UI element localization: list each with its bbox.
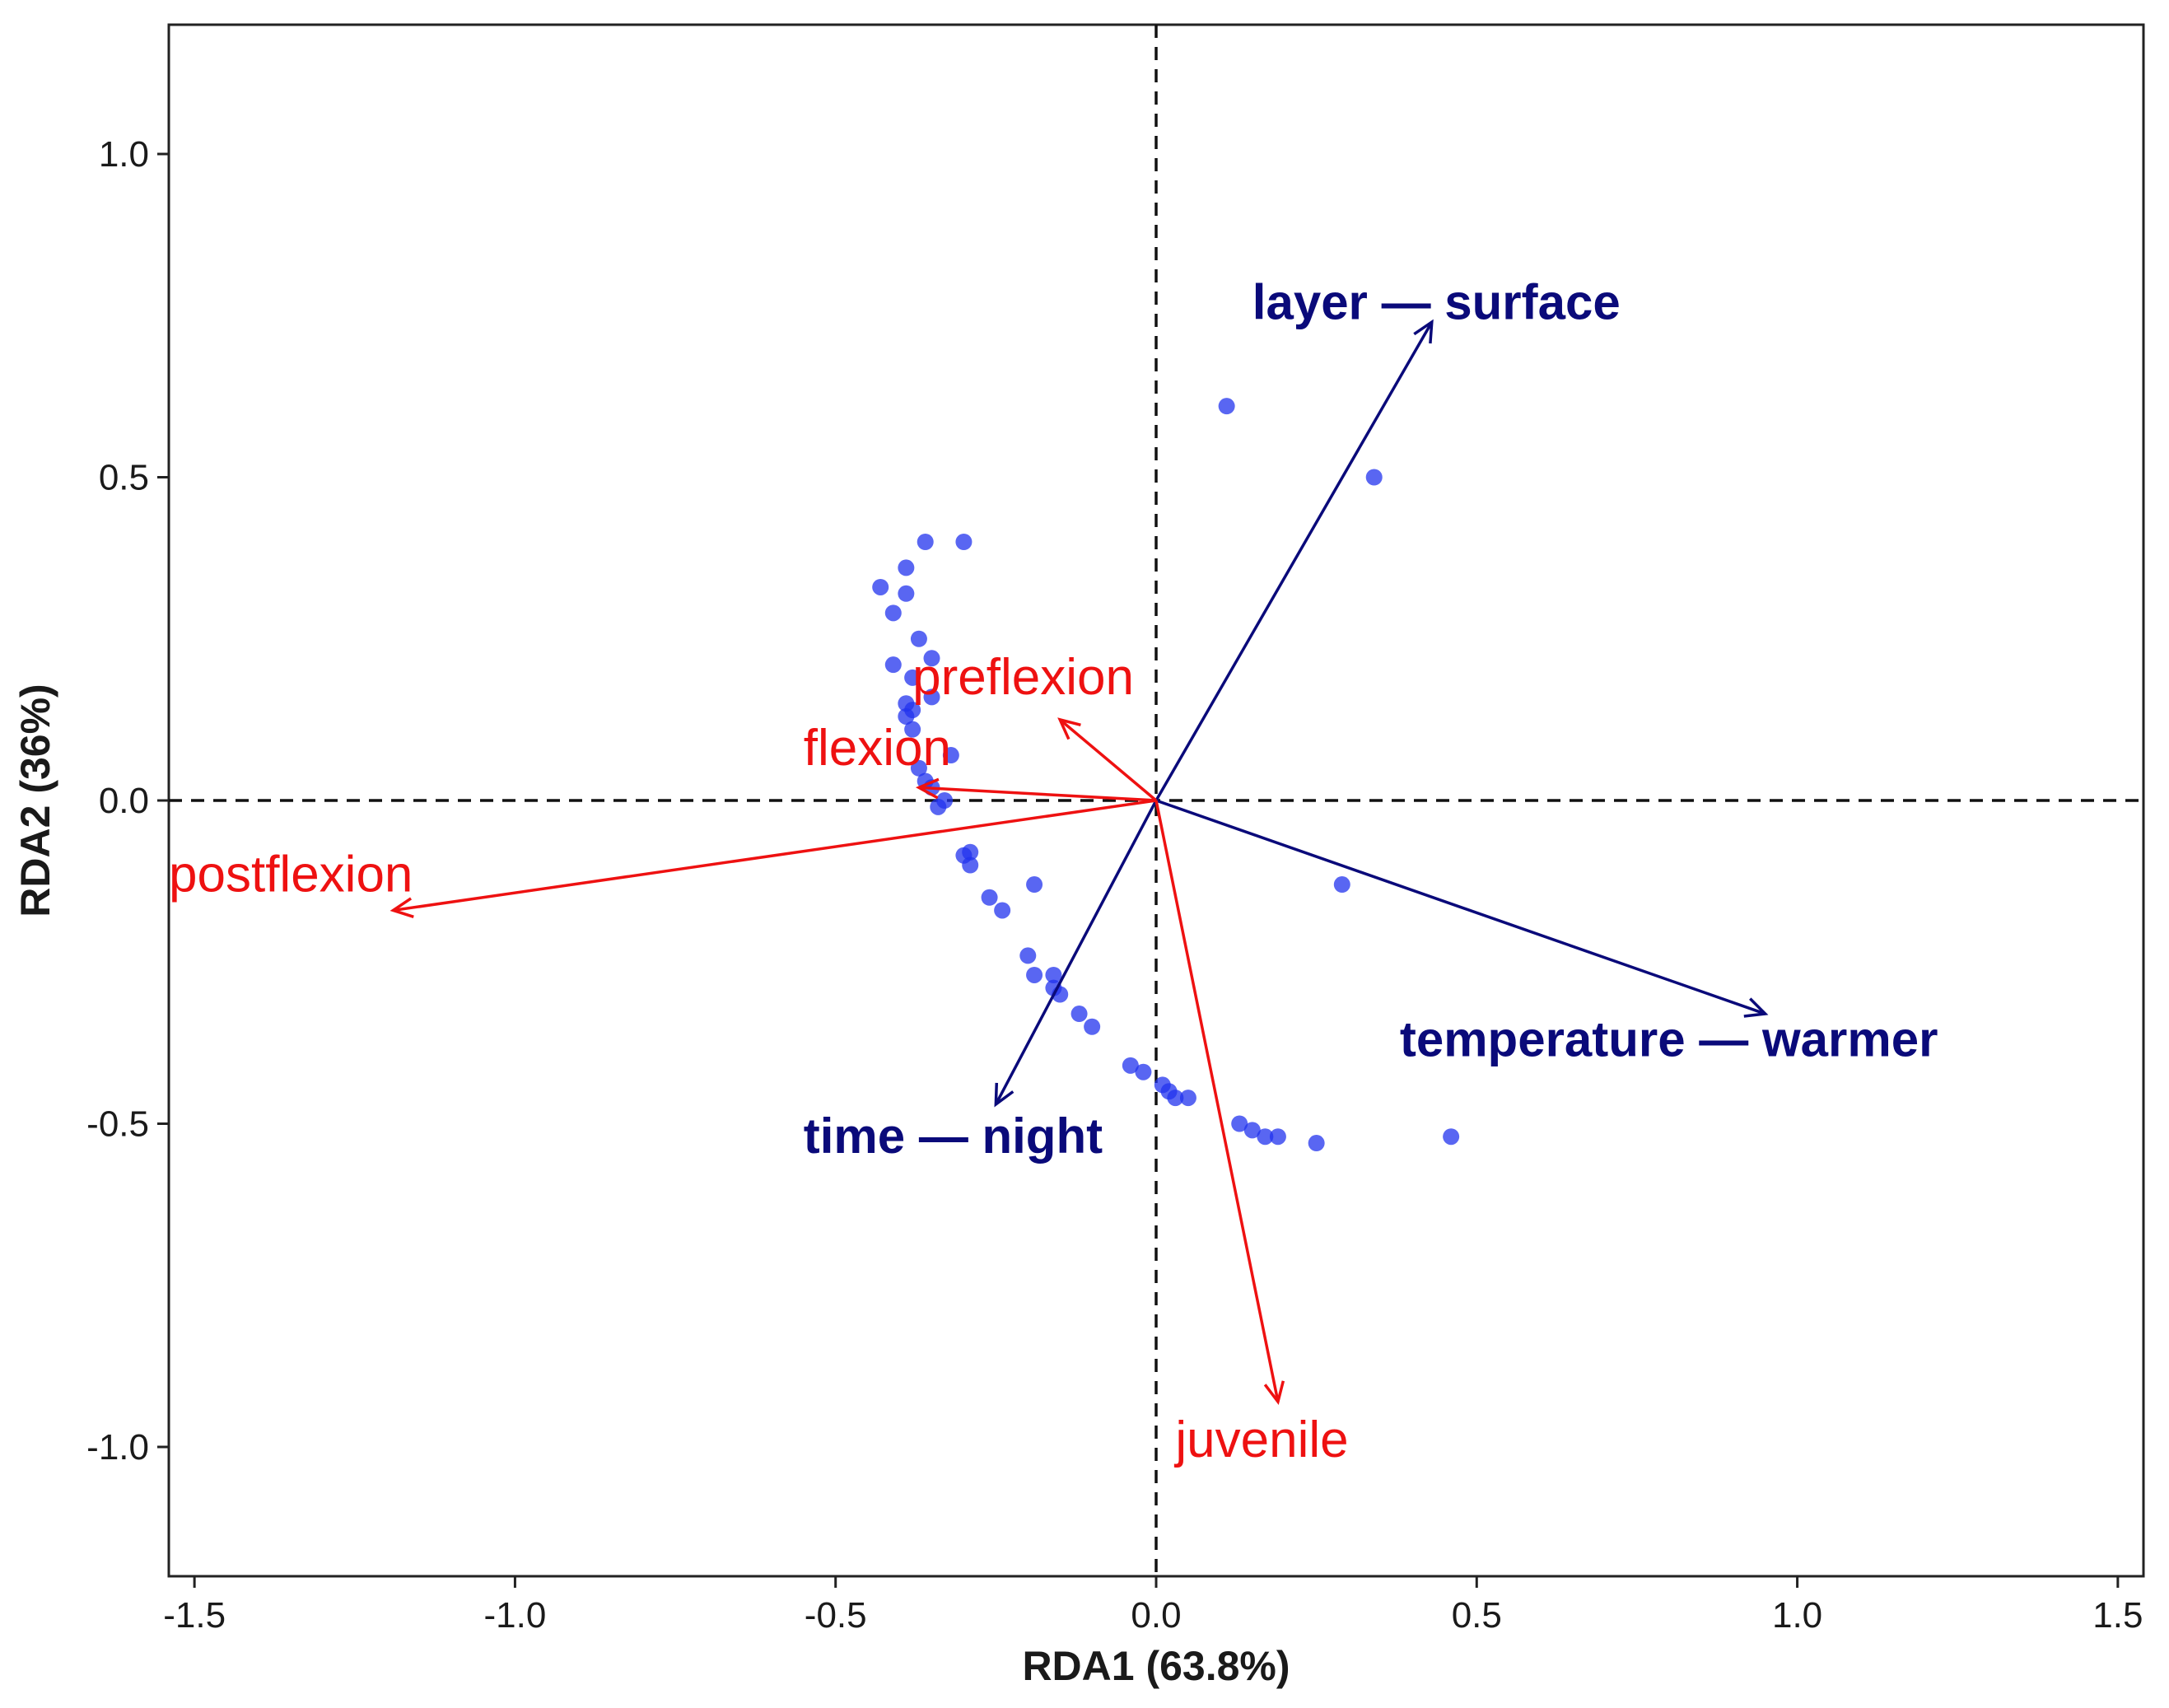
species-arrow <box>918 786 1157 802</box>
site-point <box>942 747 959 764</box>
species-arrow-label: juvenile <box>1173 1412 1348 1468</box>
y-tick-label: -1.0 <box>86 1427 149 1468</box>
env-arrowhead <box>1743 997 1769 1018</box>
site-point <box>1257 1128 1274 1146</box>
species-arrow-label: postflexion <box>169 846 413 903</box>
site-point <box>955 847 973 864</box>
site-point <box>872 578 889 595</box>
env-arrow <box>1154 321 1434 801</box>
site-point <box>1269 1128 1286 1146</box>
site-point <box>1443 1128 1460 1146</box>
x-tick-label: 0.0 <box>1131 1595 1181 1636</box>
x-tick-label: 1.5 <box>2092 1595 2143 1636</box>
x-tick-label: 1.0 <box>1772 1595 1822 1636</box>
site-point <box>910 759 927 777</box>
env-arrow <box>1155 799 1766 1015</box>
site-point <box>884 604 902 622</box>
site-point <box>923 688 940 706</box>
site-point <box>1019 947 1037 964</box>
species-arrowhead <box>1263 1380 1285 1405</box>
x-tick-label: -1.0 <box>484 1595 547 1636</box>
site-point <box>910 630 927 647</box>
site-point <box>994 902 1011 919</box>
species-arrow <box>393 799 1157 912</box>
y-axis-title: RDA2 (36%) <box>12 684 58 917</box>
y-tick-label: -0.5 <box>86 1104 149 1145</box>
site-point <box>1026 876 1043 894</box>
env-arrow <box>994 800 1158 1105</box>
site-point <box>917 534 934 550</box>
x-tick-label: -1.5 <box>163 1595 226 1636</box>
site-point <box>898 559 915 576</box>
site-point <box>981 889 998 906</box>
site-point <box>1167 1090 1184 1107</box>
site-point <box>1333 876 1350 894</box>
species-arrow-label: flexion <box>804 720 951 777</box>
env-arrow-label: layer — surface <box>1252 275 1621 330</box>
species-arrowhead <box>1057 717 1081 740</box>
x-tick-label: 0.5 <box>1452 1595 1502 1636</box>
site-point <box>904 669 921 686</box>
site-point <box>1071 1006 1088 1023</box>
site-point <box>1122 1057 1139 1074</box>
x-tick-label: -0.5 <box>805 1595 867 1636</box>
site-point <box>1045 966 1062 983</box>
species-arrow <box>1059 718 1158 802</box>
env-arrowhead <box>1413 319 1434 344</box>
site-point <box>1179 1090 1196 1107</box>
site-point <box>955 534 973 550</box>
y-tick-label: 0.0 <box>99 781 149 821</box>
site-point <box>923 650 940 667</box>
species-arrow <box>1154 800 1280 1402</box>
site-point <box>898 585 915 602</box>
env-arrowhead <box>994 1082 1015 1108</box>
site-point <box>1084 1018 1101 1035</box>
y-tick-label: 0.5 <box>99 458 149 498</box>
site-point <box>1243 1122 1261 1139</box>
species-arrow-label: preflexion <box>912 649 1134 706</box>
species-arrowhead <box>389 897 414 918</box>
site-point <box>930 798 947 815</box>
env-arrow-label: time — night <box>804 1108 1103 1164</box>
site-point <box>1308 1135 1325 1152</box>
site-point <box>884 656 902 674</box>
species-arrowhead <box>915 777 940 800</box>
x-axis-title: RDA1 (63.8%) <box>1022 1643 1290 1689</box>
env-arrow-label: temperature — warmer <box>1400 1011 1938 1066</box>
site-point <box>1365 469 1383 486</box>
site-point <box>1026 966 1043 983</box>
site-point <box>904 721 921 738</box>
site-point <box>1231 1115 1248 1132</box>
site-point <box>1135 1063 1152 1080</box>
site-point <box>898 707 915 725</box>
site-point <box>1218 398 1235 415</box>
y-tick-label: 1.0 <box>99 134 149 175</box>
